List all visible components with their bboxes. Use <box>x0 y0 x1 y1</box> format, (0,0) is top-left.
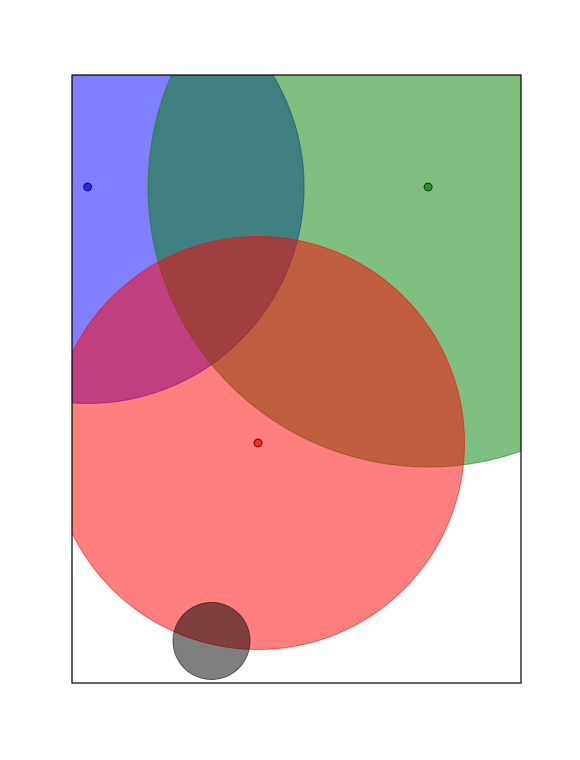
center-dots-layer <box>83 182 433 448</box>
center-dot-2 <box>423 182 433 192</box>
plot-frame <box>71 74 522 684</box>
circle-mark-4 <box>172 602 251 680</box>
circles-layer <box>72 75 521 680</box>
center-dot-1 <box>83 182 93 192</box>
center-dot-3 <box>253 438 263 448</box>
circle-mark-3 <box>72 236 465 650</box>
